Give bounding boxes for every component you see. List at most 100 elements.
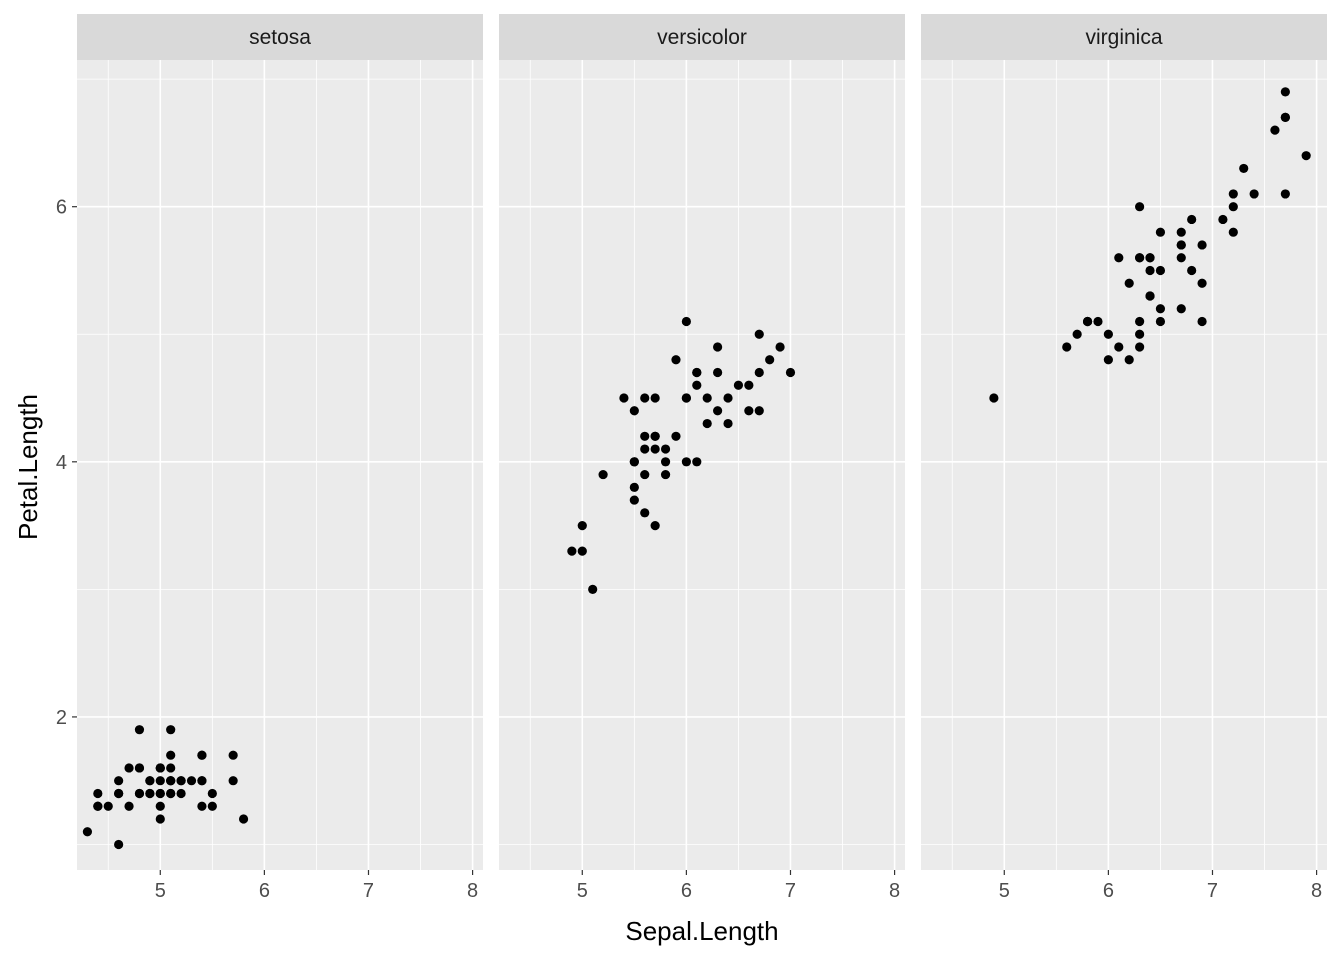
data-point [1135,202,1145,212]
data-point [713,367,723,378]
data-point [754,406,764,416]
x-tick-label: 7 [363,880,374,902]
data-point [692,367,702,378]
data-point [713,406,723,416]
x-tick-label: 5 [577,880,588,902]
data-point [1103,329,1113,339]
y-tick-label: 6 [56,197,67,219]
data-point [124,763,134,773]
data-point [1082,316,1093,327]
data-point [186,776,197,786]
data-point [228,776,238,786]
data-point [1239,163,1249,174]
data-point [1280,189,1290,199]
data-point [744,380,754,390]
data-point [640,431,650,441]
data-point [629,457,639,467]
data-point [114,788,124,799]
data-point [681,316,691,327]
data-point [155,801,165,811]
data-point [577,520,587,531]
data-point [650,431,660,441]
data-point [166,788,176,799]
data-point [1228,227,1238,237]
data-point [598,469,608,480]
data-point [671,355,681,365]
data-point [1197,278,1207,288]
data-point [1145,291,1155,301]
data-point [1114,253,1124,263]
data-point [176,776,186,786]
data-point [207,801,217,811]
panel-background [77,60,483,870]
data-point [1135,316,1145,327]
facet-strip [499,14,905,60]
facet-strip [921,14,1327,60]
data-point [702,393,712,403]
data-point [155,776,165,786]
data-point [1124,278,1134,288]
facet-strip [77,14,483,60]
facet-panel-versicolor: versicolor 5 6 7 8 [499,14,905,902]
data-point [650,393,660,403]
x-tick-label: 6 [1103,880,1114,902]
data-point [134,788,145,799]
data-point [1135,329,1145,339]
x-tick-label: 5 [999,880,1010,902]
data-point [702,418,712,429]
data-point [1093,316,1103,327]
data-point [660,444,671,454]
data-point [629,406,639,416]
data-point [785,367,796,378]
data-point [166,725,176,735]
data-point [681,457,691,467]
data-point [103,801,113,811]
data-point [1176,240,1186,250]
y-tick-label: 2 [56,707,67,729]
data-point [629,495,639,505]
x-tick-label: 7 [785,880,796,902]
panel-background [499,60,905,870]
data-point [765,355,775,365]
data-point [692,457,702,467]
data-point [733,380,744,390]
data-point [650,520,660,531]
data-point [1280,87,1290,97]
data-point [577,546,587,556]
data-point [207,788,217,799]
data-point [629,482,639,492]
data-point [650,444,660,454]
data-point [640,469,650,480]
data-point [1155,304,1166,314]
data-point [1176,227,1186,237]
data-point [775,342,785,352]
data-point [1301,151,1311,161]
data-point [197,750,207,760]
panel-background [921,60,1327,870]
data-point [640,508,650,518]
data-point [1176,253,1186,263]
data-point [155,814,165,824]
data-point [114,776,124,786]
data-point [1155,316,1166,327]
data-point [1228,202,1238,212]
data-point [671,431,681,441]
data-point [93,801,103,811]
facet-strip-label: virginica [1085,26,1162,49]
data-point [567,546,577,556]
x-tick-label: 5 [155,880,166,902]
x-axis-title: Sepal.Length [625,916,778,946]
x-tick-label: 6 [259,880,270,902]
data-point [989,393,999,403]
data-point [1197,240,1207,250]
data-point [1155,265,1166,276]
data-point [681,393,691,403]
data-point [197,801,207,811]
data-point [1249,189,1259,199]
data-point [1197,316,1207,327]
x-tick-label: 6 [681,880,692,902]
data-point [1135,342,1145,352]
y-axis: 2 4 6 [56,197,77,729]
data-point [640,393,650,403]
